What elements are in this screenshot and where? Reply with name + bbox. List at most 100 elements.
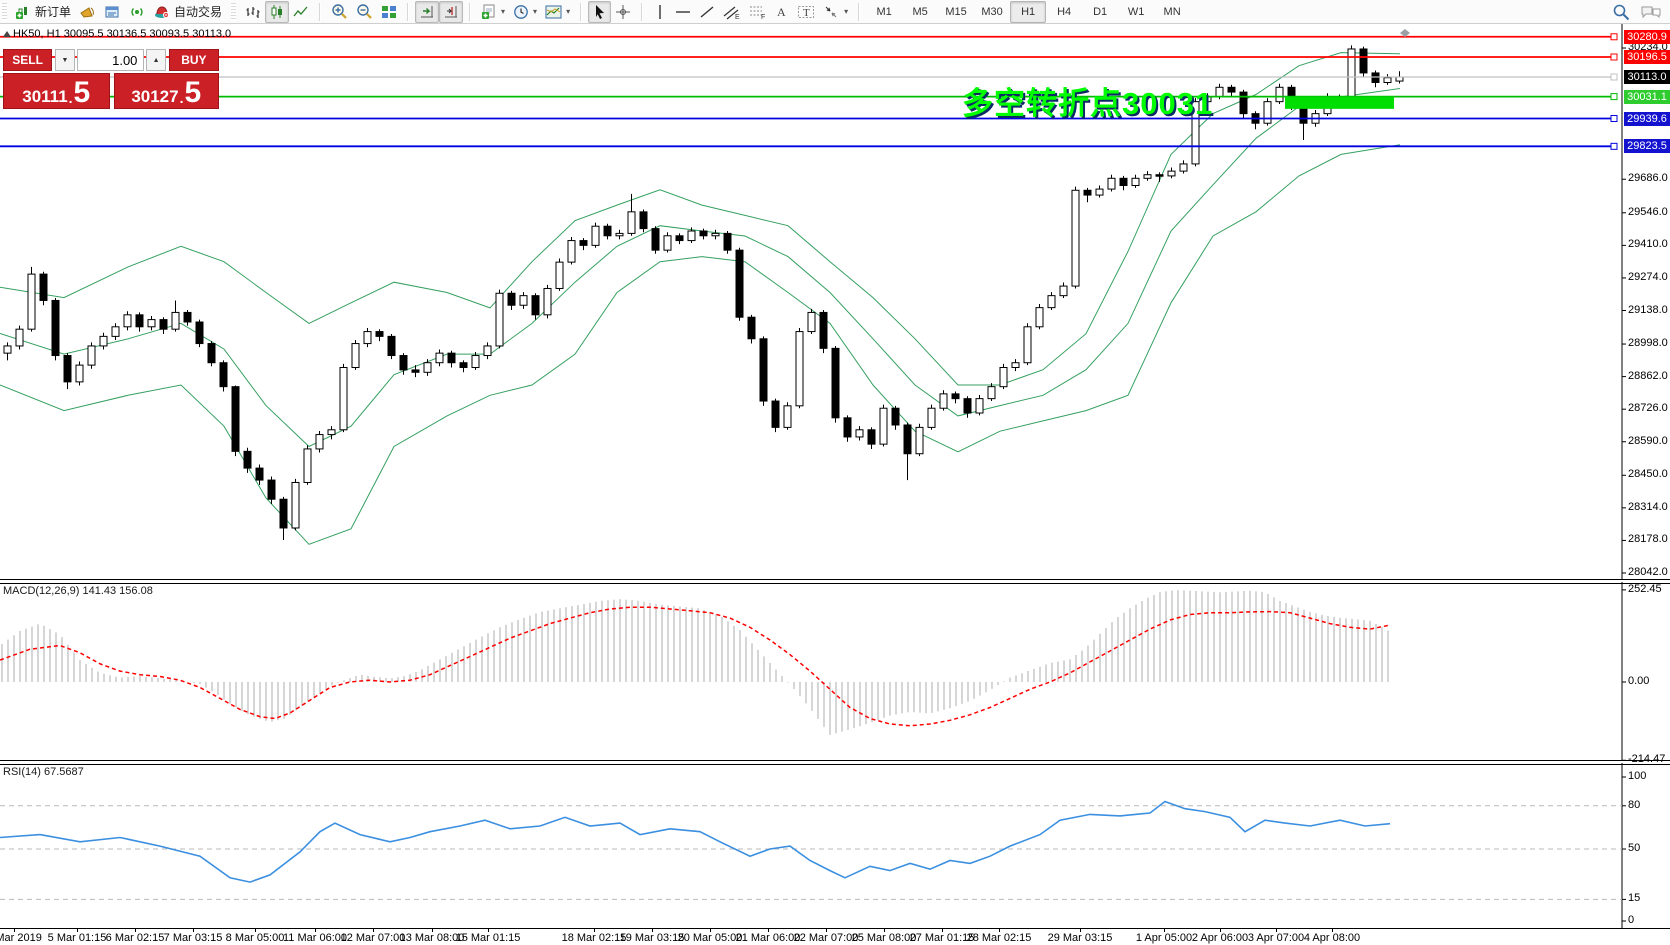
rsi-axis-tick-label: 80 bbox=[1628, 798, 1641, 811]
vertical-line-button[interactable] bbox=[649, 1, 671, 23]
text-label-icon: T bbox=[798, 5, 815, 19]
volume-increase-button[interactable]: ▲ bbox=[146, 49, 166, 71]
autotrading-button[interactable]: 自动交易 bbox=[150, 1, 226, 23]
candlestick-chart-button[interactable] bbox=[265, 0, 290, 23]
rsi-axis-tick-label: 0 bbox=[1628, 914, 1635, 926]
candle-bear bbox=[951, 393, 960, 400]
symbol-marker-icon bbox=[3, 31, 11, 37]
time-axis-tick bbox=[1276, 929, 1277, 932]
trendline-button[interactable] bbox=[695, 1, 719, 23]
timeframe-m30-button[interactable]: M30 bbox=[981, 5, 1003, 18]
candle-bull bbox=[351, 343, 360, 369]
candle-bull bbox=[1095, 188, 1104, 196]
candle-bear bbox=[747, 316, 756, 340]
horizontal-line-icon bbox=[676, 10, 691, 13]
price-level-chip: 30031.1 bbox=[1624, 89, 1670, 104]
timeframe-m15-button[interactable]: M15 bbox=[945, 5, 967, 18]
indicators-icon bbox=[482, 4, 495, 19]
signals-button[interactable] bbox=[125, 1, 150, 23]
bar-chart-button[interactable] bbox=[241, 1, 265, 23]
search-icon[interactable] bbox=[1612, 3, 1630, 21]
buy-button[interactable]: BUY bbox=[168, 49, 219, 71]
time-axis-label: 19 Mar 03:15 bbox=[619, 932, 685, 944]
vertical-line-icon bbox=[659, 4, 661, 19]
candle-bear bbox=[399, 355, 408, 371]
toolbar-separator bbox=[319, 2, 322, 21]
candle-bear bbox=[867, 429, 876, 445]
candle-bear bbox=[459, 362, 468, 369]
auto-scroll-button[interactable] bbox=[415, 0, 440, 23]
price-level-chip: 30196.5 bbox=[1624, 49, 1670, 64]
macd-indicator-pane[interactable] bbox=[0, 582, 1670, 760]
candle-bear bbox=[699, 230, 708, 237]
timeframe-m5-button[interactable]: M5 bbox=[912, 5, 928, 18]
arrows-caret-icon: ▾ bbox=[844, 7, 849, 16]
line-chart-button[interactable] bbox=[289, 1, 313, 23]
fibonacci-icon: F bbox=[750, 6, 765, 20]
chat-icon[interactable] bbox=[1640, 3, 1662, 21]
indicators-button[interactable]: ▾ bbox=[477, 1, 509, 23]
timeframe-w1-button[interactable]: W1 bbox=[1127, 5, 1145, 18]
templates-button[interactable]: ▾ bbox=[541, 1, 574, 23]
pane-separator[interactable] bbox=[0, 760, 1670, 765]
zoom-out-button[interactable] bbox=[352, 1, 377, 23]
time-axis-border bbox=[0, 928, 1670, 929]
highlight-zone-rect[interactable] bbox=[1285, 96, 1394, 109]
buy-price-display[interactable]: 30127. 5 bbox=[113, 73, 219, 109]
candle-bull bbox=[1035, 307, 1044, 328]
time-axis-label: 3 Apr 07:00 bbox=[1247, 932, 1305, 944]
rsi-axis-tick-label: 100 bbox=[1628, 770, 1647, 782]
arrows-button[interactable]: ▾ bbox=[819, 1, 852, 23]
candle-bear bbox=[207, 343, 216, 364]
price-axis-tick-label: 29410.0 bbox=[1628, 238, 1668, 251]
chart-annotation-text: 多空转折点30031 bbox=[962, 86, 1214, 121]
timeframe-mn-button[interactable]: MN bbox=[1163, 5, 1181, 18]
alerts-button[interactable] bbox=[75, 1, 100, 23]
rsi-label: RSI(14) 67.5687 bbox=[3, 766, 84, 778]
sell-price-display[interactable]: 30111. 5 bbox=[3, 73, 110, 109]
timeframe-d1-button[interactable]: D1 bbox=[1093, 5, 1108, 18]
crosshair-button[interactable] bbox=[611, 1, 635, 23]
time-axis-label: 22 Mar 07:00 bbox=[793, 932, 859, 944]
rsi-axis-tick-label: 50 bbox=[1628, 842, 1641, 854]
bar-chart-icon bbox=[246, 6, 260, 18]
main-price-chart[interactable] bbox=[0, 24, 1670, 579]
tile-windows-button[interactable] bbox=[377, 1, 401, 23]
candle-bull bbox=[1167, 170, 1176, 177]
timeframe-h4-button[interactable]: H4 bbox=[1057, 5, 1072, 18]
cursor-button[interactable] bbox=[588, 0, 612, 23]
zoom-in-button[interactable] bbox=[327, 1, 352, 23]
price-level-end-marker bbox=[1610, 73, 1618, 81]
horn-icon bbox=[80, 6, 94, 18]
periods-button[interactable]: ▾ bbox=[509, 1, 541, 23]
sell-button[interactable]: SELL bbox=[3, 49, 53, 71]
volume-input[interactable]: 1.00 bbox=[76, 49, 145, 71]
timeframe-m1-button[interactable]: M1 bbox=[876, 5, 892, 18]
sell-price-dot: . bbox=[68, 90, 73, 106]
time-axis-label: 2 Apr 06:00 bbox=[1191, 932, 1249, 944]
candle-bull bbox=[1023, 326, 1032, 364]
candle-bull bbox=[987, 386, 996, 400]
volume-decrease-button[interactable]: ▼ bbox=[55, 49, 75, 71]
time-axis-label: 7 Mar 03:15 bbox=[163, 932, 223, 944]
toolbar-separator bbox=[469, 2, 472, 21]
candle-bull bbox=[423, 362, 432, 373]
candle-bull bbox=[303, 448, 312, 483]
rsi-axis-tick-label: 15 bbox=[1628, 892, 1641, 905]
chart-shift-button[interactable] bbox=[439, 0, 464, 23]
market-depth-button[interactable] bbox=[100, 1, 125, 23]
timeframe-h1-button[interactable]: H1 bbox=[1010, 0, 1047, 23]
candle-bear bbox=[51, 299, 60, 357]
rsi-indicator-pane[interactable] bbox=[0, 763, 1670, 928]
candle-bull bbox=[855, 429, 864, 438]
equidistant-channel-button[interactable]: E bbox=[719, 1, 745, 23]
text-button[interactable]: A bbox=[771, 1, 793, 23]
text-label-button[interactable]: T bbox=[793, 1, 819, 23]
candle-bear bbox=[1299, 105, 1308, 124]
candle-bear bbox=[579, 240, 588, 246]
svg-text:A: A bbox=[777, 5, 786, 19]
fibonacci-button[interactable]: F bbox=[745, 1, 771, 23]
horizontal-line-button[interactable] bbox=[671, 1, 695, 23]
new-order-button[interactable]: 新订单 bbox=[12, 1, 75, 23]
pane-separator[interactable] bbox=[0, 579, 1670, 584]
